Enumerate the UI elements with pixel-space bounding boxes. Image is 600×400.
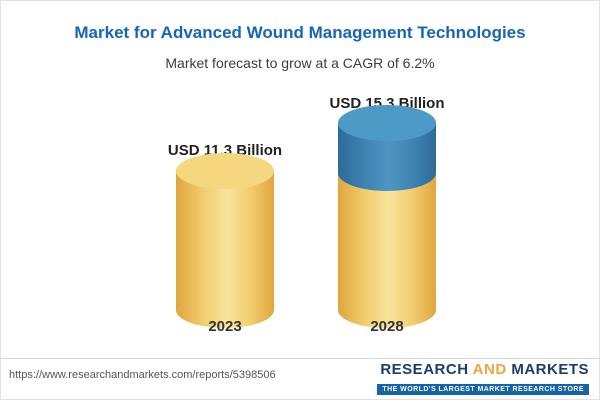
report-url-link[interactable]: https://www.researchandmarkets.com/repor… bbox=[9, 369, 276, 381]
x-tick-2028: 2028 bbox=[370, 318, 404, 335]
chart-title: Market for Advanced Wound Management Tec… bbox=[74, 23, 526, 42]
logo-word-research: RESEARCH bbox=[380, 361, 469, 378]
logo-tagline: THE WORLD'S LARGEST MARKET RESEARCH STOR… bbox=[377, 384, 589, 395]
logo-word-and: AND bbox=[472, 361, 507, 378]
chart-subtitle: Market forecast to grow at a CAGR of 6.2… bbox=[165, 55, 435, 71]
logo-word-markets: MARKETS bbox=[511, 361, 589, 378]
research-and-markets-logo[interactable]: RESEARCH AND MARKETS THE WORLD'S LARGEST… bbox=[377, 362, 589, 396]
footer-divider bbox=[1, 358, 599, 359]
bar-2028-top-ellipse bbox=[338, 105, 436, 141]
bar-2023-cylinder bbox=[176, 171, 274, 328]
bar-2023-top-ellipse bbox=[176, 153, 274, 189]
value-label-2023: USD 11.3 Billion bbox=[167, 142, 283, 159]
bar-2028-base-segment bbox=[338, 173, 436, 328]
logo-wordmark: RESEARCH AND MARKETS bbox=[377, 362, 589, 378]
x-tick-2023: 2023 bbox=[208, 318, 242, 335]
